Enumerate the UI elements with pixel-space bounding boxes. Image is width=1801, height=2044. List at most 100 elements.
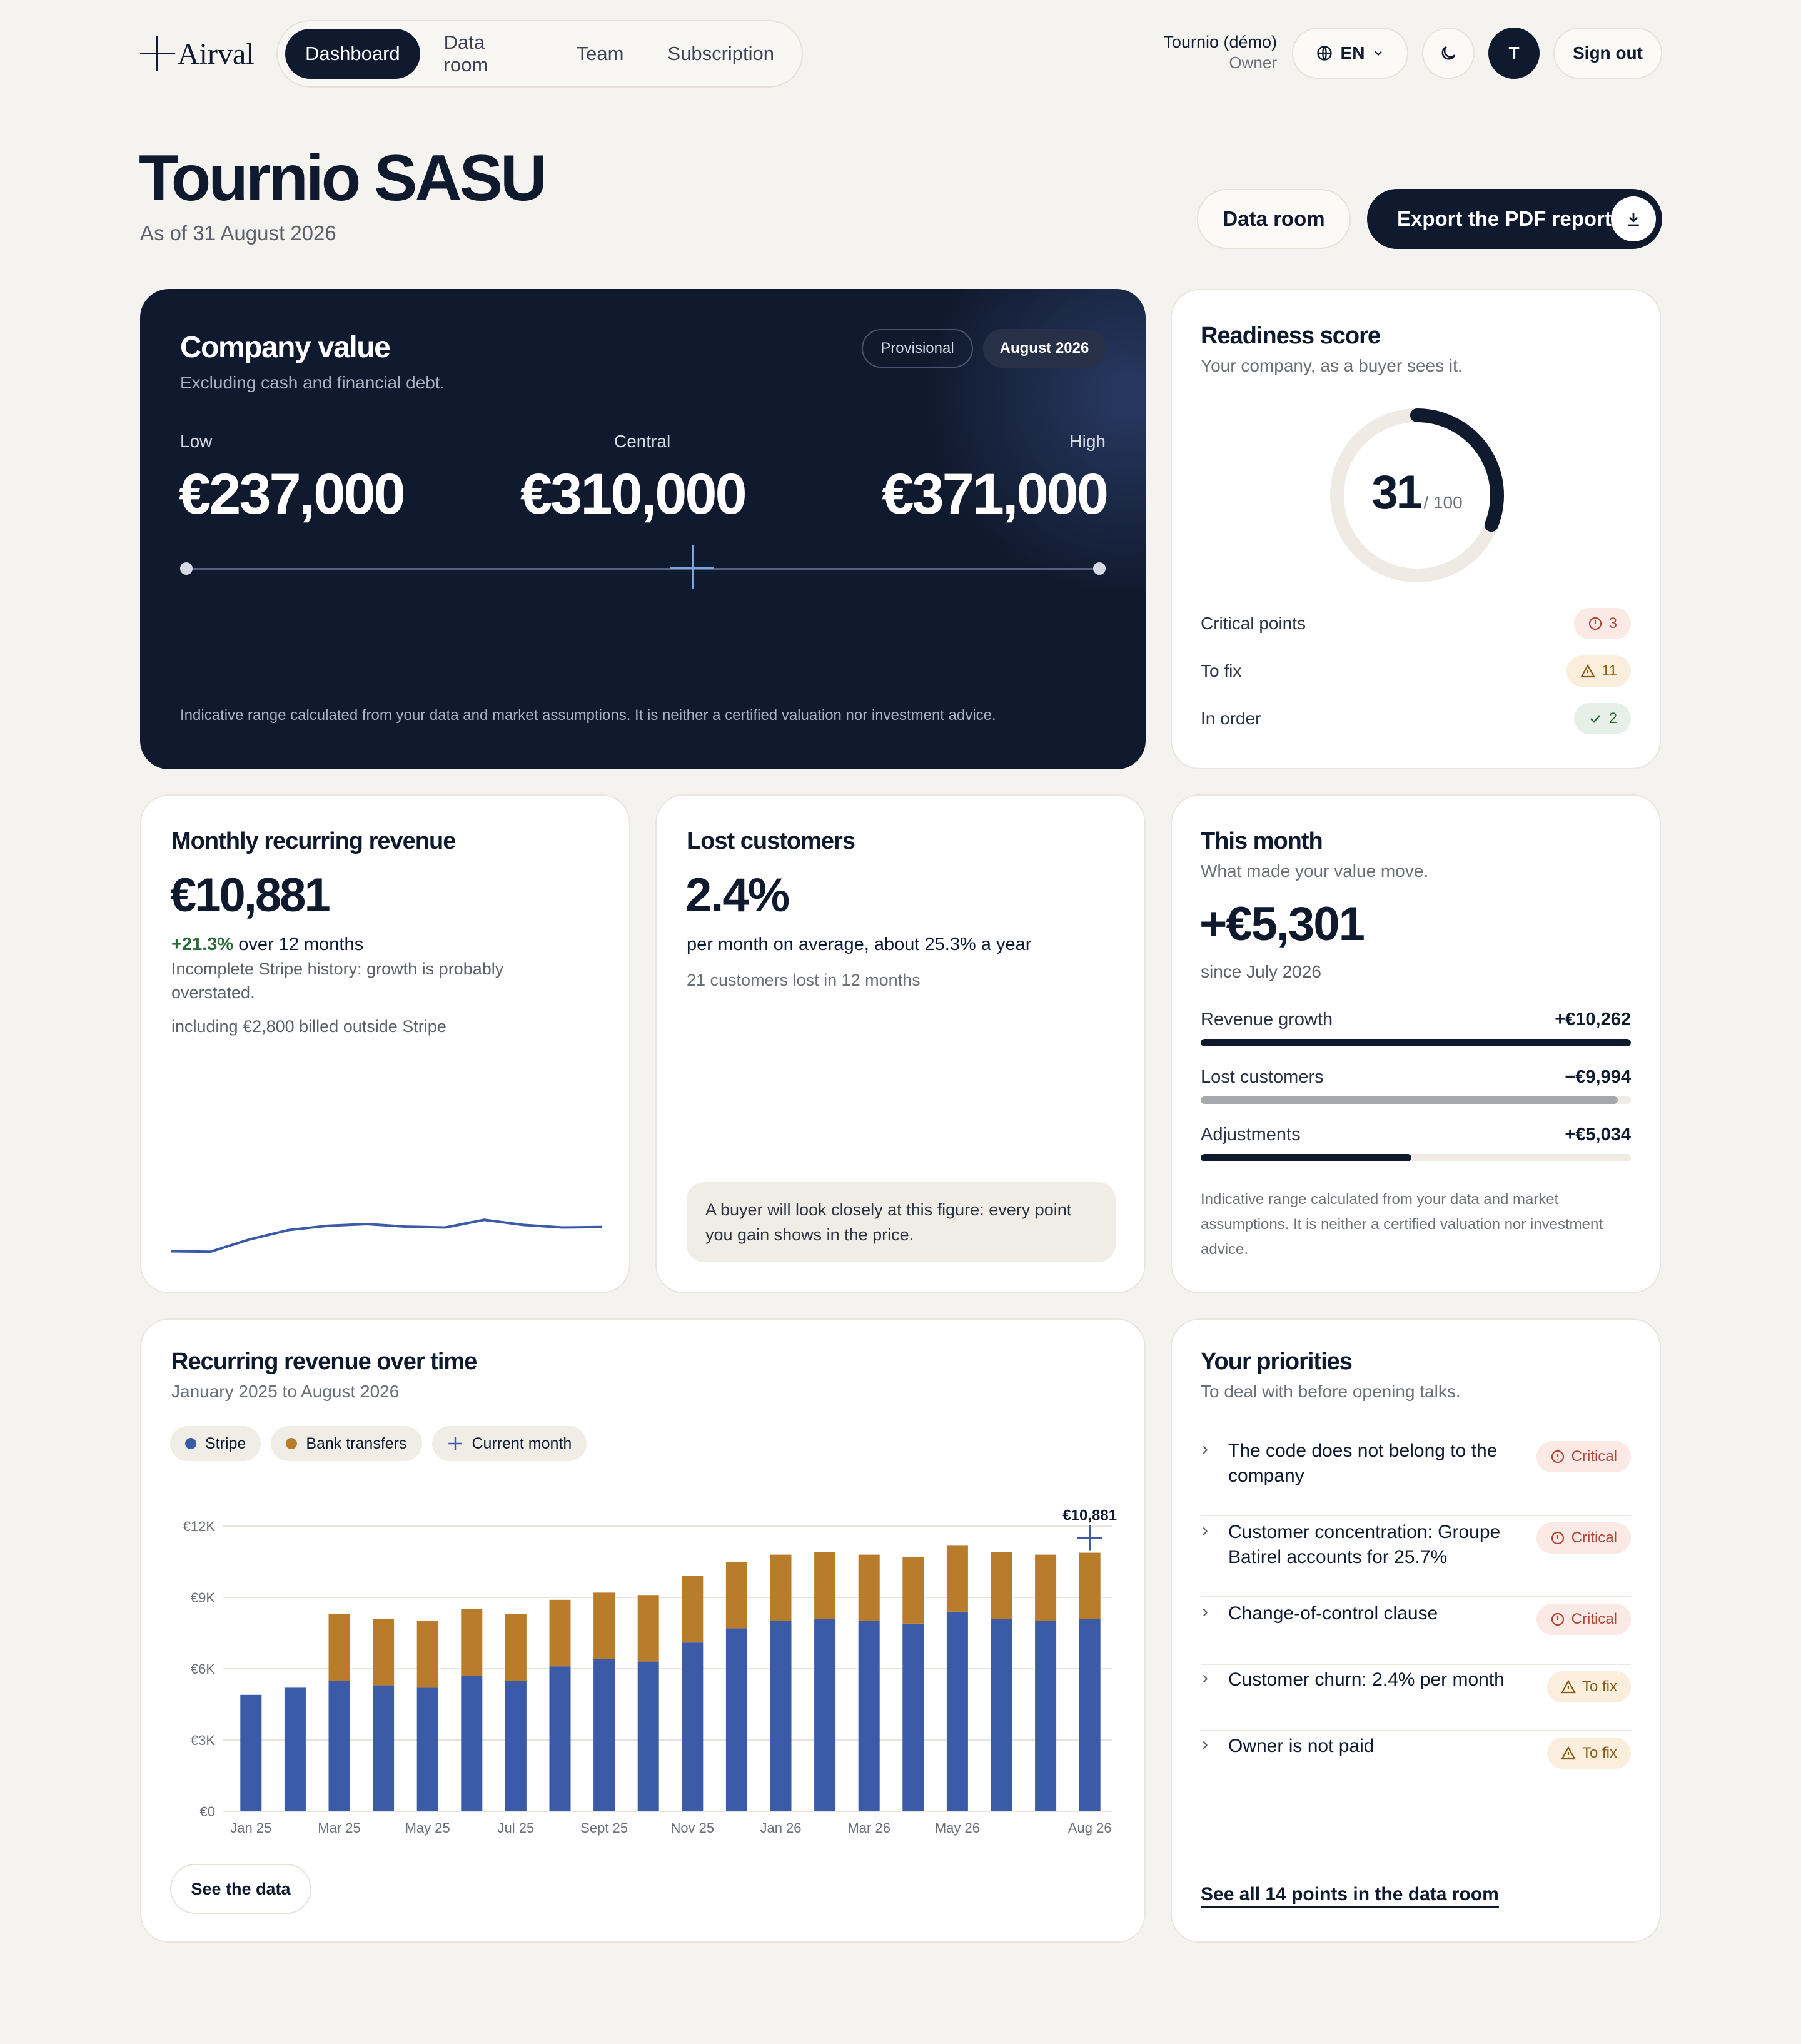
tab-data-room[interactable]: Data room	[443, 31, 488, 76]
critical-points-row: Critical points 3	[1201, 608, 1631, 639]
breakdown-value: +€10,262	[1555, 1009, 1631, 1030]
y-tick-label: €3K	[191, 1733, 215, 1748]
priority-item[interactable]: › Customer churn: 2.4% per month To fix	[1201, 1667, 1631, 1731]
bar-bank-transfers[interactable]	[373, 1619, 395, 1686]
bar-stripe[interactable]	[770, 1621, 792, 1811]
legend-label: Stripe	[205, 1434, 246, 1452]
in-order-row: In order 2	[1201, 703, 1631, 734]
bar-stripe[interactable]	[682, 1642, 704, 1811]
bar-bank-transfers[interactable]	[461, 1609, 483, 1676]
avatar[interactable]: T	[1488, 28, 1540, 79]
priority-item[interactable]: › Customer concentration: Groupe Batirel…	[1201, 1520, 1631, 1597]
bar-stripe[interactable]	[549, 1666, 571, 1811]
bar-stripe[interactable]	[814, 1619, 836, 1811]
legend-stripe[interactable]: Stripe	[170, 1426, 261, 1461]
breakdown-label: Revenue growth	[1201, 1009, 1333, 1030]
x-tick-label: Mar 25	[318, 1820, 360, 1836]
chart-subtitle: January 2025 to August 2026	[171, 1382, 400, 1401]
sign-out-button[interactable]: Sign out	[1553, 28, 1662, 79]
warning-triangle-icon	[1561, 1679, 1576, 1694]
bar-stripe[interactable]	[373, 1685, 395, 1811]
y-tick-label: €9K	[191, 1590, 215, 1606]
bar-bank-transfers[interactable]	[858, 1554, 880, 1621]
bar-stripe[interactable]	[902, 1623, 924, 1811]
priority-level: Critical	[1571, 1448, 1617, 1465]
language-selector[interactable]: EN	[1292, 28, 1408, 79]
bar-bank-transfers[interactable]	[1035, 1554, 1057, 1621]
bar-stripe[interactable]	[240, 1694, 262, 1811]
in-order-label: In order	[1201, 709, 1261, 728]
valuation-disclaimer: Indicative range calculated from your da…	[180, 707, 996, 724]
mrr-card: Monthly recurring revenue €10,881 +21.3%…	[140, 794, 630, 1293]
bar-bank-transfers[interactable]	[549, 1599, 571, 1667]
bar-bank-transfers[interactable]	[991, 1552, 1012, 1619]
see-all-points-link[interactable]: See all 14 points in the data room	[1201, 1884, 1499, 1908]
bar-stripe[interactable]	[991, 1619, 1012, 1811]
user-info: Tournio (démo) Owner	[1163, 33, 1277, 73]
tab-dashboard[interactable]: Dashboard	[285, 29, 420, 79]
priority-level-badge: Critical	[1536, 1522, 1631, 1554]
priority-text: The code does not belong to the company	[1228, 1440, 1498, 1486]
bar-stripe[interactable]	[946, 1611, 968, 1811]
bar-bank-transfers[interactable]	[1079, 1552, 1101, 1619]
data-room-button[interactable]: Data room	[1197, 189, 1351, 249]
y-tick-label: €6K	[191, 1661, 215, 1677]
breakdown-revenue-growth: Revenue growth +€10,262	[1201, 1009, 1631, 1046]
gauge-fill	[1330, 408, 1504, 582]
bar-stripe[interactable]	[593, 1659, 615, 1811]
y-tick-label: €12K	[183, 1519, 216, 1534]
range-high-dot	[1093, 562, 1106, 575]
mrr-growth-suffix: over 12 months	[238, 934, 364, 954]
x-tick-label: Jul 25	[498, 1820, 535, 1836]
x-tick-label: Jan 26	[760, 1820, 801, 1836]
logo-text: Airval	[178, 37, 255, 71]
bar-bank-transfers[interactable]	[593, 1592, 615, 1659]
tab-subscription[interactable]: Subscription	[667, 43, 774, 64]
high-value: €371,000	[882, 462, 1109, 526]
moon-icon	[1441, 46, 1456, 60]
breakdown-lost-customers: Lost customers −€9,994	[1201, 1067, 1631, 1104]
bar-stripe[interactable]	[461, 1676, 483, 1811]
legend-bank-transfers[interactable]: Bank transfers	[271, 1426, 422, 1461]
bar-bank-transfers[interactable]	[770, 1554, 792, 1621]
mrr-growth-pct: +21.3%	[171, 934, 234, 954]
priority-item[interactable]: › Owner is not paid To fix	[1201, 1734, 1631, 1796]
to-fix-row: To fix 11	[1201, 655, 1631, 687]
tab-team[interactable]: Team	[576, 43, 624, 64]
legend-current-month[interactable]: Current month	[431, 1426, 587, 1461]
bar-stripe[interactable]	[1035, 1621, 1057, 1811]
bar-stripe[interactable]	[858, 1621, 880, 1811]
page-title: Tournio SASU	[139, 142, 547, 215]
user-role: Owner	[1229, 53, 1277, 72]
bar-stripe[interactable]	[1079, 1619, 1101, 1811]
bar-bank-transfers[interactable]	[902, 1557, 924, 1624]
bar-bank-transfers[interactable]	[416, 1621, 438, 1688]
bar-bank-transfers[interactable]	[814, 1552, 836, 1619]
priority-text: Customer churn: 2.4% per month	[1228, 1669, 1505, 1690]
priority-item[interactable]: › Change-of-control clause Critical	[1201, 1601, 1631, 1665]
lost-customers-title: Lost customers	[687, 828, 855, 854]
theme-toggle-button[interactable]	[1422, 28, 1475, 79]
in-order-count-badge: 2	[1573, 703, 1631, 734]
breakdown-adjustments: Adjustments +€5,034	[1201, 1125, 1631, 1161]
bar-stripe[interactable]	[284, 1687, 306, 1811]
bar-bank-transfers[interactable]	[505, 1614, 527, 1681]
bar-bank-transfers[interactable]	[637, 1595, 659, 1662]
bar-stripe[interactable]	[637, 1661, 659, 1811]
user-name: Tournio (démo)	[1163, 33, 1277, 51]
airval-logo[interactable]: Airval	[140, 36, 255, 71]
bar-bank-transfers[interactable]	[725, 1562, 747, 1629]
breakdown-fill	[1201, 1039, 1631, 1046]
critical-points-label: Critical points	[1201, 614, 1306, 633]
bar-bank-transfers[interactable]	[946, 1545, 968, 1612]
bar-stripe[interactable]	[416, 1687, 438, 1811]
bar-stripe[interactable]	[505, 1681, 527, 1811]
priority-item[interactable]: › The code does not belong to the compan…	[1201, 1439, 1631, 1516]
export-pdf-button[interactable]: Export the PDF report	[1367, 189, 1662, 249]
bar-bank-transfers[interactable]	[682, 1576, 704, 1643]
see-the-data-button[interactable]: See the data	[170, 1864, 311, 1914]
bar-stripe[interactable]	[725, 1628, 747, 1811]
bar-stripe[interactable]	[328, 1681, 350, 1811]
bar-bank-transfers[interactable]	[328, 1614, 350, 1681]
x-tick-label: Nov 25	[670, 1820, 714, 1836]
